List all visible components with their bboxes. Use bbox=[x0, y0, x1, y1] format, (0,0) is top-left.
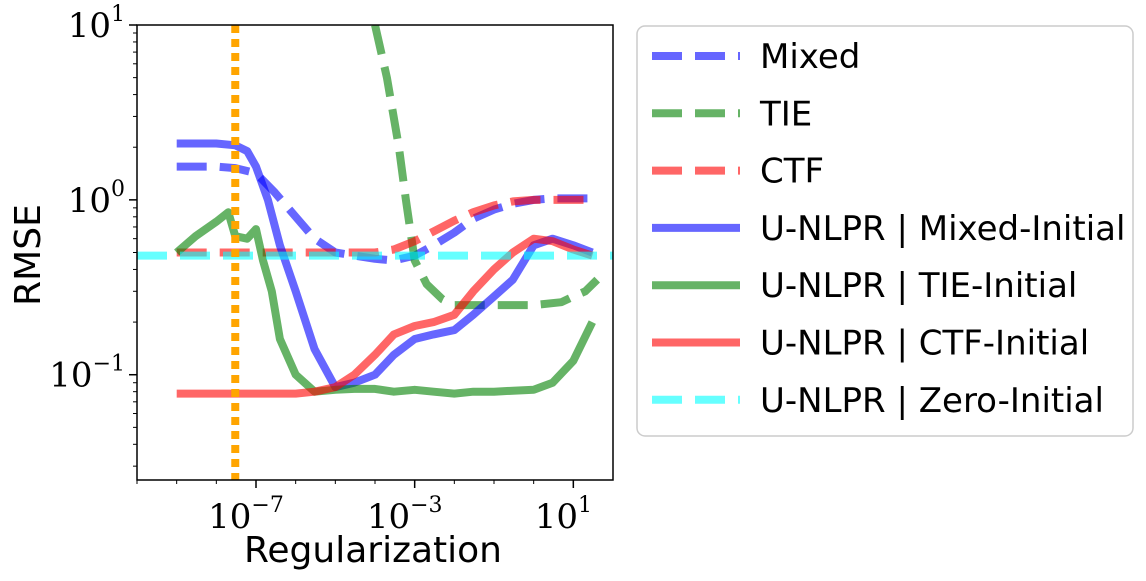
series-line-2 bbox=[371, 25, 601, 310]
legend: Mixed TIE CTF U-NLPR | Mixed-Initial U-NLPR … bbox=[636, 25, 1134, 437]
y-axis-title: RMSE bbox=[8, 204, 49, 306]
series-line-4 bbox=[176, 139, 594, 392]
axes: 10−7 10−3 101 10−1 100 101 bbox=[49, 2, 614, 537]
series-line-6 bbox=[176, 234, 594, 398]
legend-label-6: U-NLPR | CTF-Initial bbox=[760, 324, 1089, 364]
legend-box bbox=[636, 25, 1134, 437]
y-tick-label: 10−1 bbox=[49, 352, 125, 396]
legend-label-2: TIE bbox=[759, 94, 812, 134]
x-tick-label: 10−7 bbox=[208, 493, 284, 537]
x-tick-label: 101 bbox=[535, 493, 592, 537]
series-group bbox=[137, 25, 613, 480]
x-axis-title: Regularization bbox=[244, 530, 502, 571]
legend-label-1: Mixed bbox=[760, 37, 860, 77]
y-tick-label: 101 bbox=[68, 2, 125, 46]
x-tick-label: 10−3 bbox=[367, 493, 443, 537]
legend-label-7: U-NLPR | Zero-Initial bbox=[760, 381, 1104, 421]
legend-label-3: CTF bbox=[760, 152, 824, 192]
legend-label-5: U-NLPR | TIE-Initial bbox=[760, 266, 1077, 306]
legend-label-4: U-NLPR | Mixed-Initial bbox=[760, 209, 1125, 249]
plot-area bbox=[137, 25, 613, 480]
y-tick-label: 100 bbox=[68, 177, 125, 221]
